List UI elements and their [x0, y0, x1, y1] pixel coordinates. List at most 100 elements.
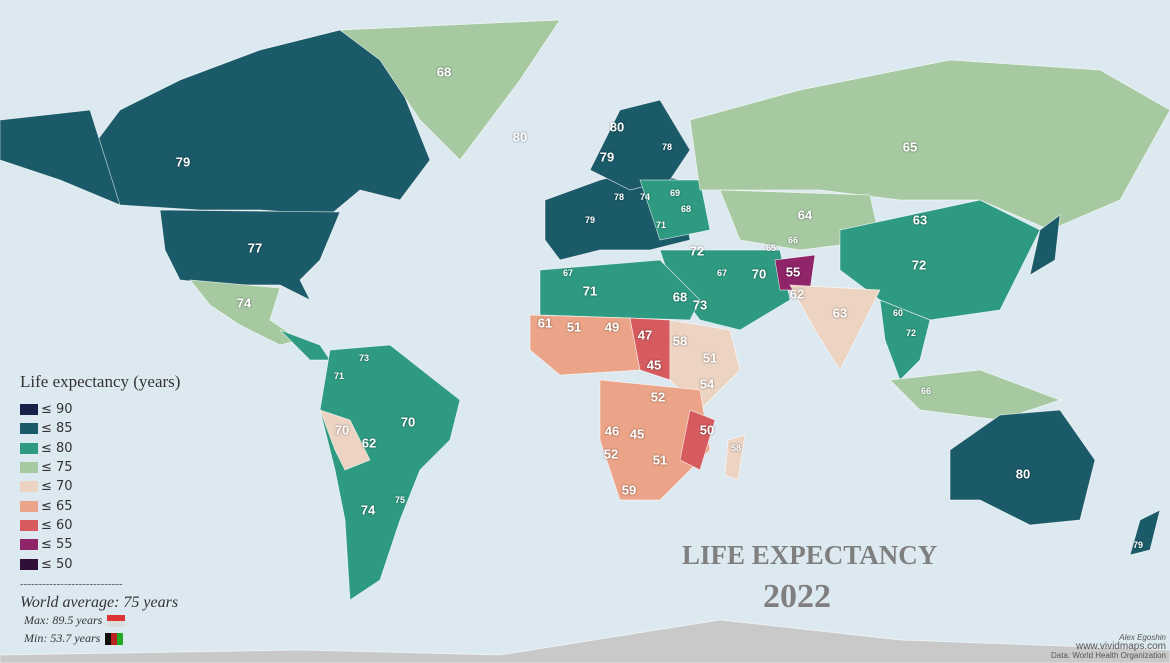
country-value-label: 72 — [911, 257, 927, 273]
country-value-label: 51 — [566, 319, 582, 335]
site: www.vividmaps.com — [1075, 641, 1166, 652]
west-africa — [529, 314, 641, 376]
country-value-label: 72 — [905, 328, 917, 338]
min-flag-icon — [105, 632, 124, 645]
legend-label: ≤ 75 — [41, 460, 73, 476]
country-value-label: 65 — [902, 139, 918, 155]
legend-item: ≤ 90 — [20, 400, 180, 419]
world-average: World average: 75 years — [20, 593, 179, 611]
country-value-label: 68 — [680, 204, 692, 214]
country-value-label: 51 — [702, 350, 718, 366]
country-value-label: 71 — [655, 220, 667, 230]
legend-item: ≤ 80 — [20, 439, 180, 458]
peru-bolivia — [319, 409, 371, 471]
legend-item: ≤ 75 — [20, 458, 180, 477]
country-value-label: 54 — [699, 376, 715, 392]
map-year: 2022 — [763, 578, 831, 615]
legend-item: ≤ 85 — [20, 419, 180, 438]
data-source: Data: World Health Organization — [1050, 651, 1166, 660]
country-value-label: 75 — [394, 495, 406, 505]
country-value-label: 78 — [661, 142, 673, 152]
country-value-label: 70 — [751, 266, 767, 282]
legend-swatch — [20, 442, 38, 454]
country-value-label: 61 — [537, 315, 553, 331]
usa — [159, 209, 341, 301]
country-value-label: 79 — [584, 215, 596, 225]
country-value-label: 58 — [730, 443, 742, 453]
country-value-label: 79 — [175, 154, 191, 170]
country-value-label: 62 — [789, 286, 805, 302]
antarctica — [0, 619, 1170, 663]
mexico — [189, 279, 301, 346]
country-value-label: 79 — [599, 149, 615, 165]
indonesia — [889, 369, 1062, 421]
madagascar — [724, 434, 746, 481]
southeast-asia — [879, 299, 931, 381]
legend-item: ≤ 65 — [20, 496, 180, 515]
russia — [689, 59, 1170, 231]
country-value-label: 51 — [652, 452, 668, 468]
country-value-label: 80 — [1015, 466, 1031, 482]
country-value-label: 60 — [892, 308, 904, 318]
legend-label: ≤ 55 — [41, 537, 73, 553]
alaska — [0, 109, 121, 206]
legend-label: ≤ 85 — [41, 421, 73, 437]
country-value-label: 63 — [912, 212, 928, 228]
country-value-label: 70 — [400, 414, 416, 430]
legend-item: ≤ 70 — [20, 477, 180, 496]
country-value-label: 62 — [361, 435, 377, 451]
country-value-label: 69 — [669, 188, 681, 198]
country-value-label: 49 — [604, 319, 620, 335]
min-row: Min: 53.7 years — [24, 630, 180, 648]
country-value-label: 74 — [639, 192, 651, 202]
legend-swatch — [20, 558, 38, 570]
china — [839, 199, 1041, 321]
min-text: Min: 53.7 years — [24, 631, 101, 646]
legend-label: ≤ 65 — [41, 498, 73, 514]
country-value-label: 68 — [436, 64, 452, 80]
max-text: Max: 89.5 years — [24, 613, 103, 628]
country-value-label: 73 — [358, 353, 370, 363]
new-zealand — [1129, 509, 1161, 556]
country-value-label: 72 — [689, 243, 705, 259]
country-value-label: 67 — [562, 268, 574, 278]
legend-swatch — [20, 500, 38, 512]
australia — [949, 409, 1096, 526]
south-america-north — [319, 344, 461, 601]
mozambique — [679, 409, 716, 471]
legend-swatch — [20, 462, 38, 474]
country-value-label: 66 — [920, 386, 932, 396]
country-value-label: 67 — [716, 268, 728, 278]
north-africa — [539, 259, 701, 321]
country-value-label: 52 — [650, 389, 666, 405]
country-value-label: 65 — [765, 243, 777, 253]
legend-label: ≤ 70 — [41, 479, 73, 495]
greenland — [339, 19, 561, 161]
legend-separator: ---------------------------- — [20, 577, 123, 590]
country-value-label: 70 — [334, 422, 350, 438]
country-value-label: 47 — [637, 327, 653, 343]
author: Alex Egoshin — [1119, 633, 1166, 642]
max-row: Max: 89.5 years — [24, 612, 180, 630]
country-value-label: 50 — [699, 422, 715, 438]
country-value-label: 66 — [787, 235, 799, 245]
country-value-label: 74 — [360, 502, 376, 518]
country-value-label: 45 — [646, 357, 662, 373]
country-value-label: 63 — [832, 305, 848, 321]
country-value-label: 71 — [582, 283, 598, 299]
legend: Life expectancy (years) ≤ 90 ≤ 85 ≤ 80 ≤ 75… — [20, 372, 180, 648]
canada — [89, 29, 431, 216]
map-title: LIFE EXPECTANCY — [682, 540, 938, 570]
country-value-label: 71 — [333, 371, 345, 381]
legend-label: ≤ 90 — [41, 402, 73, 418]
country-value-label: 73 — [692, 297, 708, 313]
country-value-label: 78 — [613, 192, 625, 202]
central-america — [279, 329, 331, 361]
country-value-label: 68 — [672, 289, 688, 305]
legend-swatch — [20, 423, 38, 435]
legend-title: Life expectancy (years) — [20, 372, 181, 391]
country-value-label: 77 — [247, 240, 263, 256]
legend-item: ≤ 60 — [20, 516, 180, 535]
legend-swatch — [20, 481, 38, 493]
scandinavia — [589, 99, 691, 191]
